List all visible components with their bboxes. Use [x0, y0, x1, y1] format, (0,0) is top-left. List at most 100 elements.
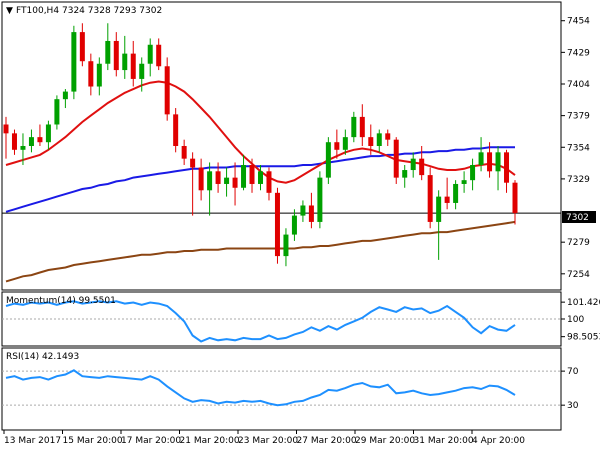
candle-body [164, 66, 170, 115]
candle[interactable] [113, 32, 119, 77]
candle[interactable] [453, 180, 459, 210]
candle-body [283, 234, 289, 257]
candle[interactable] [79, 23, 85, 67]
candle[interactable] [393, 137, 399, 184]
candle[interactable] [224, 167, 230, 197]
candle[interactable] [436, 190, 442, 260]
price-tick-label: 7354 [567, 143, 590, 153]
grid-layer [2, 212, 561, 406]
candle[interactable] [461, 171, 467, 193]
candle[interactable] [334, 129, 340, 159]
momentum-tick-label: 100 [567, 315, 584, 325]
candle[interactable] [181, 139, 187, 165]
candle[interactable] [258, 164, 263, 191]
candle-body [113, 40, 119, 71]
candle[interactable] [164, 57, 170, 121]
candle-body [37, 137, 43, 143]
candle[interactable] [478, 137, 484, 172]
candle[interactable] [470, 158, 476, 191]
candle[interactable] [215, 162, 221, 193]
candle[interactable] [410, 152, 416, 178]
candle-body [215, 171, 221, 184]
candle[interactable] [190, 152, 196, 216]
candle-body [105, 40, 111, 64]
candles[interactable] [3, 23, 518, 267]
candle[interactable] [249, 158, 255, 193]
candle[interactable] [28, 129, 34, 153]
candle[interactable] [427, 167, 433, 229]
candle[interactable] [37, 124, 43, 146]
candle[interactable] [495, 146, 501, 191]
rsi-panel-frame[interactable] [1, 347, 562, 431]
candle[interactable] [3, 116, 9, 159]
candle[interactable] [156, 38, 162, 71]
moving-average-brown [5, 220, 516, 283]
price-tick-label: 7379 [567, 112, 590, 122]
price-panel-frame[interactable] [1, 1, 562, 291]
price-tick-label: 7454 [567, 17, 590, 27]
candle[interactable] [122, 35, 128, 79]
candle[interactable] [419, 146, 425, 181]
candle[interactable] [376, 129, 382, 153]
candle[interactable] [402, 164, 408, 188]
candle[interactable] [342, 129, 348, 155]
candle[interactable] [96, 57, 102, 96]
candle[interactable] [241, 154, 247, 191]
candle[interactable] [130, 40, 136, 87]
candle[interactable] [274, 187, 280, 264]
symbol-timeframe: FT100,H4 [16, 6, 59, 16]
candle[interactable] [512, 180, 518, 225]
candle[interactable] [444, 177, 450, 210]
candle[interactable] [173, 108, 179, 153]
candle-body [427, 175, 433, 222]
candle-body [461, 180, 467, 184]
candle[interactable] [198, 158, 204, 201]
current-price-label: 7302 [566, 213, 589, 223]
candle[interactable] [385, 129, 391, 146]
candle-body [71, 32, 77, 92]
candle[interactable] [368, 124, 374, 155]
candle-body [393, 139, 399, 178]
candle[interactable] [487, 142, 493, 178]
candle[interactable] [232, 162, 238, 206]
candle[interactable] [266, 167, 272, 201]
candle[interactable] [139, 57, 145, 92]
candle[interactable] [351, 111, 357, 143]
candle-body [342, 137, 348, 150]
candle-body [181, 146, 187, 159]
candle[interactable] [71, 25, 77, 100]
time-tick-label: 31 Mar 20:00 [414, 436, 474, 446]
candle[interactable] [359, 104, 365, 146]
candle[interactable] [54, 95, 60, 130]
candle[interactable] [20, 133, 26, 165]
candle[interactable] [283, 228, 289, 267]
candle[interactable] [317, 171, 323, 229]
candle[interactable] [308, 192, 314, 229]
menu-arrow-icon[interactable]: ▼ [6, 6, 13, 16]
candle-body [368, 137, 374, 146]
candle[interactable] [207, 162, 213, 216]
candle-body [436, 196, 442, 222]
candle[interactable] [504, 149, 510, 193]
candle-body [495, 152, 501, 172]
candle[interactable] [88, 53, 94, 96]
candle-body [325, 142, 331, 178]
candle-body [376, 133, 382, 146]
candle-body [359, 116, 365, 138]
candle-body [258, 171, 263, 184]
candle[interactable] [45, 120, 51, 150]
candle[interactable] [325, 137, 331, 184]
candle-body [274, 192, 280, 257]
candle-body [28, 137, 34, 146]
candle[interactable] [147, 38, 153, 77]
candle[interactable] [291, 209, 297, 241]
candle-body [147, 44, 153, 64]
candle-body [207, 171, 213, 191]
candle[interactable] [105, 23, 111, 71]
candle-body [351, 116, 357, 138]
momentum-line [5, 300, 516, 343]
axis-labels: 7454 7429 7404 7379 7354 7329 7279 7254 101.4263… [3, 17, 600, 446]
candle[interactable] [62, 89, 68, 109]
candle[interactable] [11, 129, 17, 155]
candle[interactable] [300, 200, 306, 222]
